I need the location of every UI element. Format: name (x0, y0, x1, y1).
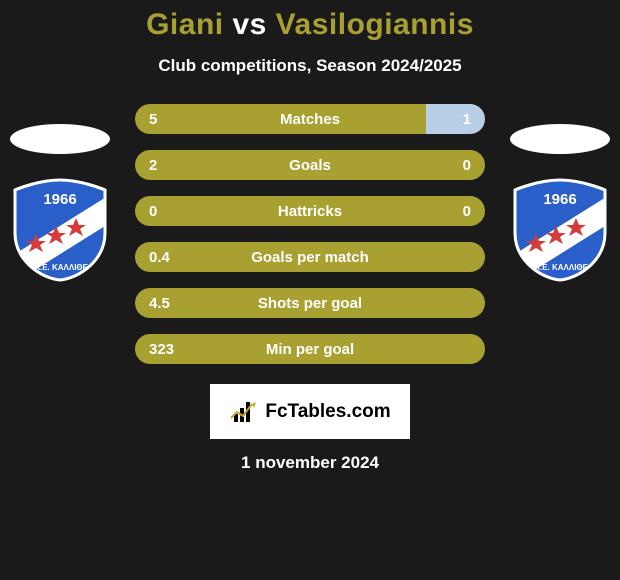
comparison-card: Giani vs Vasilogiannis Club competitions… (0, 0, 620, 580)
metric-name: Shots per goal (135, 295, 485, 312)
bar-overlay: 4.5Shots per goal (135, 288, 485, 318)
metric-name: Matches (135, 111, 485, 128)
svg-text:Π.Α.Ε. ΚΑΛΛΙΘΕΑ: Π.Α.Ε. ΚΑΛΛΙΘΕΑ (526, 263, 594, 272)
club-crest-left: 1966 Π.Α.Ε. ΚΑΛΛΙΘΕΑ (10, 178, 110, 282)
metric-name: Goals per match (135, 249, 485, 266)
metric-row: 5Matches1 (135, 104, 485, 134)
metric-name: Hattricks (135, 203, 485, 220)
bar-overlay: 2Goals0 (135, 150, 485, 180)
player-left-column: 1966 Π.Α.Ε. ΚΑΛΛΙΘΕΑ (10, 124, 110, 282)
title-vs: vs (232, 8, 266, 41)
player-left-name: Giani (146, 8, 224, 41)
metric-name: Goals (135, 157, 485, 174)
metric-row: 323Min per goal (135, 334, 485, 364)
svg-text:1966: 1966 (43, 191, 76, 208)
metric-row: 0Hattricks0 (135, 196, 485, 226)
date-label: 1 november 2024 (0, 453, 620, 473)
fctables-logo-icon (229, 400, 259, 424)
bar-overlay: 5Matches1 (135, 104, 485, 134)
subtitle: Club competitions, Season 2024/2025 (0, 56, 620, 76)
page-title: Giani vs Vasilogiannis (0, 8, 620, 42)
fctables-badge[interactable]: FcTables.com (210, 384, 410, 439)
bar-overlay: 323Min per goal (135, 334, 485, 364)
bar-overlay: 0Hattricks0 (135, 196, 485, 226)
player-right-column: 1966 Π.Α.Ε. ΚΑΛΛΙΘΕΑ (510, 124, 610, 282)
metric-row: 0.4Goals per match (135, 242, 485, 272)
metric-row: 2Goals0 (135, 150, 485, 180)
club-crest-right: 1966 Π.Α.Ε. ΚΑΛΛΙΘΕΑ (510, 178, 610, 282)
player-left-photo-placeholder (10, 124, 110, 154)
player-right-name: Vasilogiannis (276, 8, 474, 41)
metric-row: 4.5Shots per goal (135, 288, 485, 318)
svg-text:1966: 1966 (543, 191, 576, 208)
fctables-text: FcTables.com (265, 401, 390, 423)
bar-overlay: 0.4Goals per match (135, 242, 485, 272)
metric-name: Min per goal (135, 341, 485, 358)
comparison-bars: 5Matches1 2Goals0 0Hattricks0 0.4Goals per … (135, 104, 485, 364)
svg-text:Π.Α.Ε. ΚΑΛΛΙΘΕΑ: Π.Α.Ε. ΚΑΛΛΙΘΕΑ (26, 263, 94, 272)
player-right-photo-placeholder (510, 124, 610, 154)
